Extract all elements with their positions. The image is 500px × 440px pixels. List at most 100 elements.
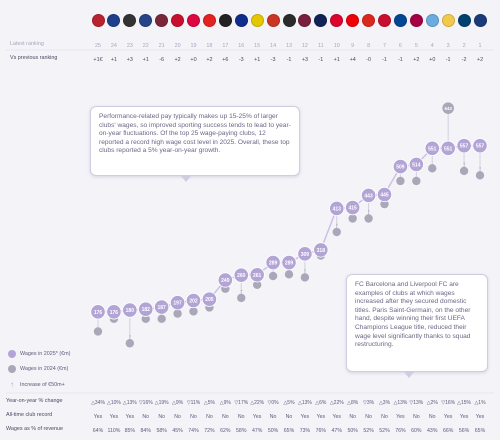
revenue-pct-value: 64% [93,428,104,434]
latest-ranking-value: 22 [143,43,149,49]
record-value: No [286,414,293,420]
latest-ranking-value: 20 [175,43,181,49]
record-value: Yes [476,414,485,420]
vs-previous-value: +2 [206,57,212,63]
latest-ranking-value: 17 [222,43,228,49]
yoy-change-value: ▽3% [363,400,375,406]
wages-2025-point [154,299,170,315]
leverkusen-crest-icon [202,14,216,27]
wages-2025-data-label: 557 [476,144,485,150]
wages-2025-point [392,158,409,175]
wages-2024-point [284,270,294,279]
wages-2025-data-label: 289 [285,261,294,267]
yoy-change-value: △5% [283,400,295,406]
record-value: No [158,414,165,420]
wages-2024-point [173,309,182,318]
revenue-pct-value: 74% [188,428,199,434]
wages-2025-point [424,140,440,156]
revenue-pct-value: 50% [268,428,279,434]
revenue-row-label: Wages as % of revenue [6,426,64,432]
wages-2024-point [412,176,421,186]
vs-previous-value: +1 [334,57,340,63]
revenue-pct-value: 85% [125,428,136,434]
record-value: Yes [317,414,326,420]
vs-previous-value: -1 [382,57,387,63]
wages-2024-point [396,176,405,186]
vs-previous-value: +2 [175,57,181,63]
wages-2025-point [456,138,472,154]
revenue-pct-value: 47% [332,428,343,434]
wages-2025-data-label: 176 [94,310,103,316]
newcastle-crest-icon [282,14,296,27]
record-value: No [206,414,213,420]
vs-previous-label: Vs previous ranking [10,55,58,61]
wages-2024-point [300,273,310,282]
wages-2025-data-label: 249 [221,278,230,284]
legend-2025-label: Wages in 2025* (€m) [20,351,71,357]
wages-2024-point [442,102,454,114]
arrow-up-icon: ↑ [303,266,307,275]
yoy-change-value: △9% [172,400,184,406]
latest-ranking-value: 3 [447,43,450,49]
wages-2025-data-label: 443 [364,193,373,199]
wages-2024-point [348,214,357,223]
vs-previous-value: +2 [413,57,419,63]
yoy-change-value: △2% [427,400,439,406]
yoy-row-label: Year-on-year % change [6,398,63,404]
arrow-up-icon: ↑ [10,380,14,389]
vs-previous-value: -3 [271,57,276,63]
callout-bottom-arrow [404,372,414,378]
record-value: Yes [460,414,469,420]
wages-2025-point [185,292,202,309]
arrow-up-icon: ↑ [239,287,243,296]
wages-2024-point [125,339,135,348]
record-value: No [174,414,181,420]
wages-2025-data-label: 551 [428,146,437,152]
wages-2024-point [380,199,389,209]
wages-2025-data-label: 514 [412,162,421,168]
yoy-change-value: △1% [474,400,486,406]
revenue-pct-value: 65% [284,428,295,434]
record-value: No [270,414,277,420]
wages-2024-point [141,314,150,324]
west-ham-crest-icon [155,14,169,27]
latest-ranking-value: 9 [351,43,354,49]
latest-ranking-value: 12 [302,43,308,49]
wages-2025-point [408,156,424,173]
wages-2025-point [106,304,122,320]
wages-2025-data-label: 187 [157,305,166,311]
vs-previous-value: +1 [111,57,117,63]
yoy-change-value: △13% [393,400,407,406]
yoy-change-value: ▽0% [268,400,280,406]
yoy-change-value: ▽16% [441,400,455,406]
legend-wages-2025: Wages in 2025* (€m) [8,350,70,358]
wages-2024-point [252,280,262,290]
wages-2024-point [332,227,341,237]
latest-ranking-value: 4 [431,43,434,49]
latest-ranking-value: 8 [367,43,370,49]
record-row-label: All-time club record [6,412,53,418]
wages-2024-point [189,307,198,316]
vs-previous-value: +0 [429,57,435,63]
revenue-pct-value: 84% [141,428,152,434]
wages-2025-point [233,267,249,283]
yoy-change-value: △13% [123,400,137,406]
yoy-change-value: ▽11% [187,400,201,406]
everton-crest-icon [139,14,153,27]
revenue-pct-value: 52% [379,428,390,434]
yoy-change-value: △22% [330,400,344,406]
record-value: Yes [444,414,453,420]
liverpool-crest-icon [378,14,391,27]
chelsea-crest-icon [393,14,407,27]
wages-2025-point [440,140,456,156]
latest-ranking-value: 11 [318,43,324,49]
latest-ranking-value: 16 [238,43,244,49]
latest-ranking-value: 25 [95,43,101,49]
record-value: Yes [333,414,342,420]
legend-increase: ↑ Increase of €50m+ [8,380,65,389]
yoy-change-value: △22% [250,400,264,406]
callout-bottom-text: FC Barcelona and Liverpool FC are exampl… [355,281,471,349]
callout-top: Performance-related pay typically makes … [90,106,300,176]
callout-top-text: Performance-related pay typically makes … [99,113,291,155]
